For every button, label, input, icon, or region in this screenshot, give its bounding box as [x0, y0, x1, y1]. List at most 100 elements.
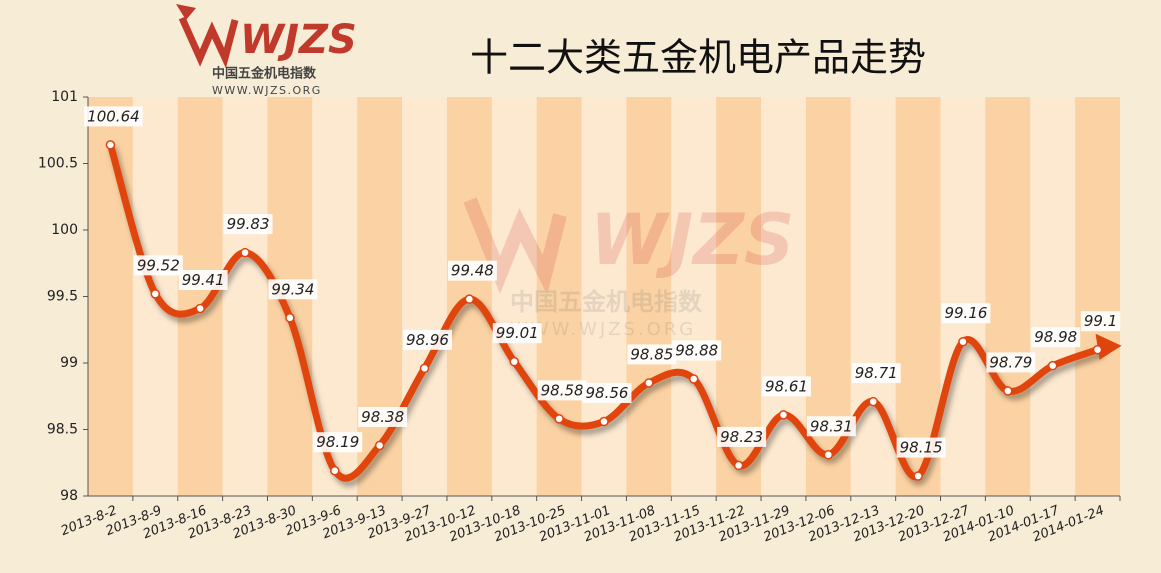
band [357, 97, 403, 496]
band [536, 97, 582, 496]
line [106, 141, 1102, 482]
value-label: 98.23 [720, 428, 763, 446]
y-tick-label: 98.5 [47, 422, 78, 438]
watermark: WJZS 中国五金机电指数 WWW.WJZS.ORG [463, 197, 794, 340]
logo: WJZS 中国五金机电指数 WWW.WJZS.ORG [176, 4, 357, 97]
value-label-bg [582, 383, 632, 404]
band [491, 97, 537, 496]
band [940, 97, 986, 496]
value-label: 98.38 [361, 408, 404, 426]
band [222, 97, 268, 496]
point [240, 247, 250, 258]
point [195, 303, 205, 314]
y-tick-label: 99 [60, 355, 78, 371]
point [958, 336, 968, 347]
value-label: 98.88 [675, 341, 718, 359]
band [88, 97, 133, 496]
watermark-url: WWW.WJZS.ORG [510, 319, 696, 340]
value-label-bg [492, 323, 542, 344]
point [374, 440, 385, 451]
value-label-bg [313, 432, 363, 453]
point [733, 460, 744, 471]
point [509, 356, 520, 367]
watermark-mark: WJZS [590, 199, 794, 281]
value-label: 98.56 [586, 384, 629, 402]
value-label: 99.16 [944, 304, 987, 322]
value-label-bg [268, 279, 318, 300]
band [581, 97, 627, 496]
chart-title: 十二大类五金机电产品走势 [470, 36, 926, 80]
line-arrow [1095, 333, 1122, 360]
value-label: 98.61 [765, 377, 808, 395]
value-label-bg [133, 255, 183, 276]
value-label-bg [717, 426, 767, 447]
value-label-bg [672, 340, 722, 361]
point [464, 294, 475, 304]
point [868, 396, 878, 407]
value-label: 98.98 [1034, 328, 1077, 346]
value-label-bg [447, 260, 497, 281]
value-label-bg [806, 416, 856, 437]
value-label-bg [851, 363, 901, 384]
point [599, 416, 609, 427]
logo-mark: WJZS [240, 17, 357, 63]
band [402, 97, 447, 496]
band [177, 97, 223, 496]
value-label-bg [537, 380, 587, 401]
point [1047, 360, 1058, 371]
value-label: 98.96 [406, 331, 449, 349]
band [671, 97, 717, 496]
point [913, 471, 923, 481]
band [1075, 97, 1120, 496]
point [150, 289, 161, 299]
point [823, 450, 834, 460]
logo-arrow [176, 4, 196, 20]
value-label: 98.15 [900, 439, 943, 457]
band [626, 97, 672, 496]
point [644, 378, 654, 388]
point [419, 363, 430, 374]
value-label-bg [178, 269, 228, 290]
value-label-bg [627, 344, 677, 365]
value-label: 99.48 [451, 262, 494, 280]
band [850, 97, 896, 496]
value-label: 99.52 [137, 256, 180, 274]
point [688, 374, 699, 384]
value-label: 99.34 [271, 280, 314, 298]
value-label-bg [358, 406, 408, 427]
logo-url: WWW.WJZS.ORG [212, 84, 322, 97]
point [554, 414, 564, 424]
value-label-bg [1080, 311, 1121, 332]
point [285, 313, 295, 323]
value-label: 98.19 [316, 433, 359, 451]
value-label: 100.64 [87, 107, 140, 125]
point [105, 140, 116, 150]
point [330, 465, 340, 476]
watermark-name: 中国五金机电指数 [510, 288, 703, 316]
value-label-bg [941, 303, 991, 324]
logo-shape [178, 16, 239, 69]
value-label: 98.71 [855, 364, 898, 382]
y-tick-label: 100.5 [38, 156, 78, 172]
point [778, 410, 789, 420]
value-label: 99.1 [1084, 312, 1117, 330]
value-label: 99.01 [496, 324, 539, 342]
value-label: 98.85 [630, 345, 673, 363]
value-label: 98.58 [541, 381, 584, 399]
point [1003, 386, 1013, 396]
watermark-shape [463, 197, 567, 296]
value-label-bg [223, 214, 273, 235]
value-label: 98.79 [989, 353, 1032, 371]
y-tick-label: 98 [60, 488, 78, 504]
value-label-bg [403, 329, 452, 350]
y-tick-label: 100 [51, 222, 78, 238]
y-tick-label: 101 [51, 89, 78, 105]
value-label-bg [762, 376, 811, 397]
band [985, 97, 1031, 496]
band [1030, 97, 1076, 496]
value-label-bg [896, 437, 946, 458]
value-label: 99.83 [227, 215, 270, 233]
point [1092, 344, 1103, 355]
